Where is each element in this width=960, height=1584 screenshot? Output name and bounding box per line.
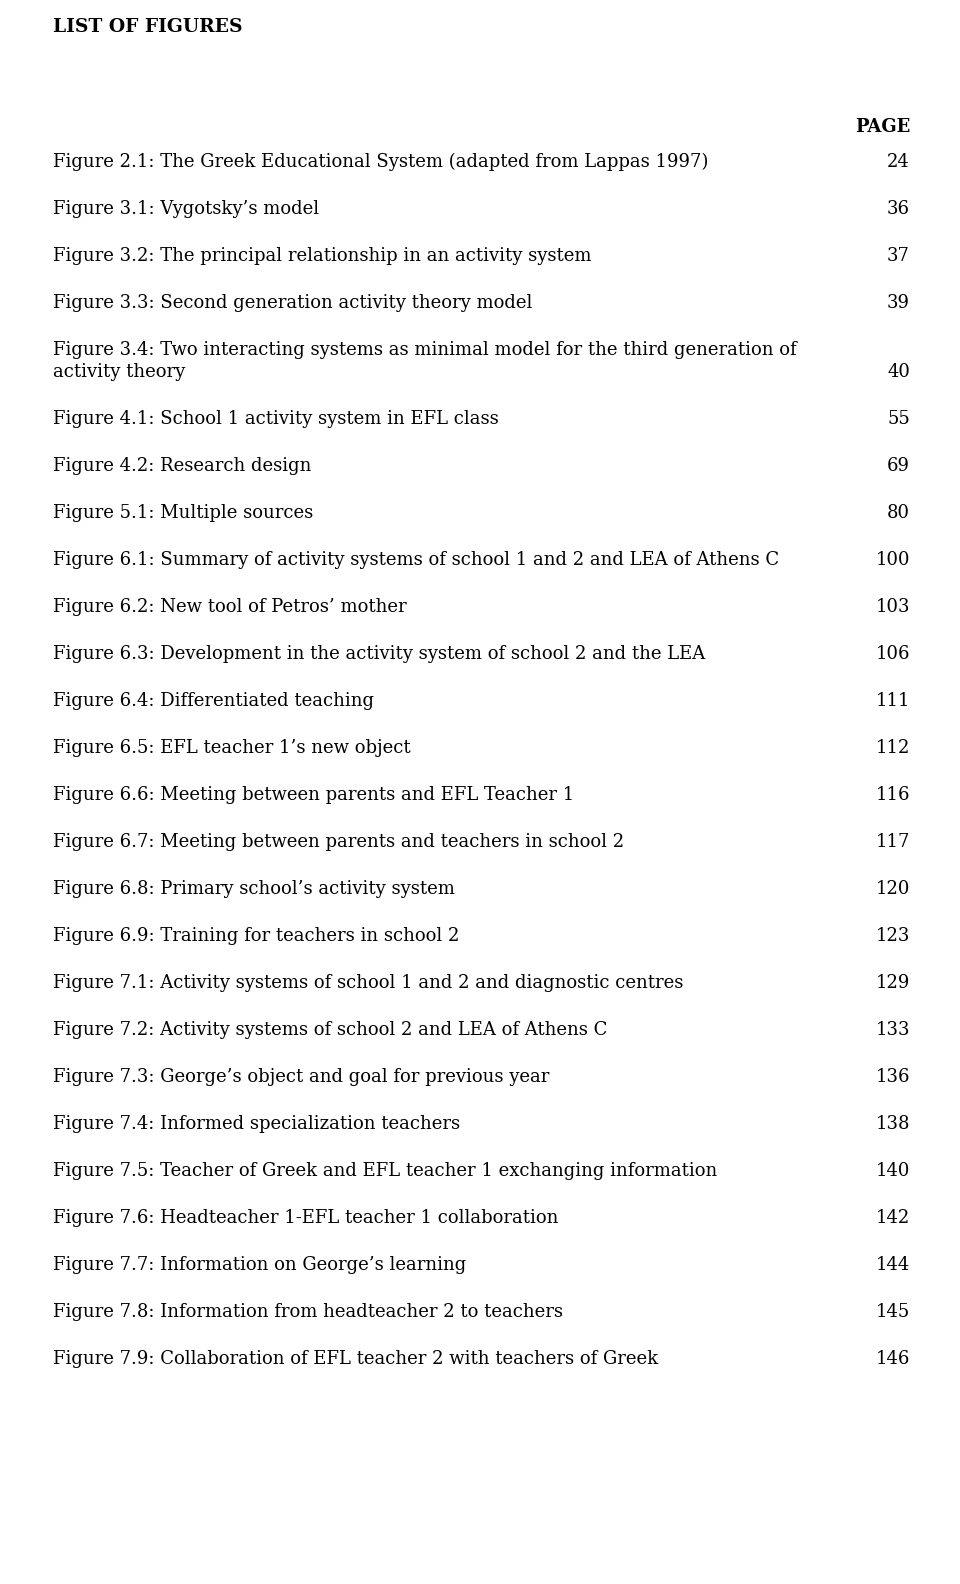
Text: 146: 146: [876, 1350, 910, 1369]
Text: 103: 103: [876, 599, 910, 616]
Text: Figure 7.4: Informed specialization teachers: Figure 7.4: Informed specialization teac…: [53, 1115, 460, 1133]
Text: 133: 133: [876, 1022, 910, 1039]
Text: Figure 6.2: New tool of Petros’ mother: Figure 6.2: New tool of Petros’ mother: [53, 599, 407, 616]
Text: Figure 7.1: Activity systems of school 1 and 2 and diagnostic centres: Figure 7.1: Activity systems of school 1…: [53, 974, 684, 992]
Text: Figure 6.5: EFL teacher 1’s new object: Figure 6.5: EFL teacher 1’s new object: [53, 740, 411, 757]
Text: Figure 6.3: Development in the activity system of school 2 and the LEA: Figure 6.3: Development in the activity …: [53, 645, 706, 664]
Text: Figure 6.4: Differentiated teaching: Figure 6.4: Differentiated teaching: [53, 692, 374, 710]
Text: Figure 7.6: Headteacher 1-EFL teacher 1 collaboration: Figure 7.6: Headteacher 1-EFL teacher 1 …: [53, 1209, 559, 1228]
Text: 80: 80: [887, 504, 910, 523]
Text: 69: 69: [887, 458, 910, 475]
Text: PAGE: PAGE: [854, 117, 910, 136]
Text: Figure 7.3: George’s object and goal for previous year: Figure 7.3: George’s object and goal for…: [53, 1068, 549, 1087]
Text: Figure 5.1: Multiple sources: Figure 5.1: Multiple sources: [53, 504, 313, 523]
Text: 120: 120: [876, 881, 910, 898]
Text: 123: 123: [876, 927, 910, 946]
Text: 39: 39: [887, 295, 910, 312]
Text: 40: 40: [887, 363, 910, 382]
Text: Figure 6.6: Meeting between parents and EFL Teacher 1: Figure 6.6: Meeting between parents and …: [53, 786, 574, 805]
Text: 116: 116: [876, 786, 910, 805]
Text: activity theory: activity theory: [53, 363, 185, 382]
Text: Figure 7.2: Activity systems of school 2 and LEA of Athens C: Figure 7.2: Activity systems of school 2…: [53, 1022, 608, 1039]
Text: Figure 6.1: Summary of activity systems of school 1 and 2 and LEA of Athens C: Figure 6.1: Summary of activity systems …: [53, 551, 780, 569]
Text: Figure 3.1: Vygotsky’s model: Figure 3.1: Vygotsky’s model: [53, 200, 319, 219]
Text: Figure 4.1: School 1 activity system in EFL class: Figure 4.1: School 1 activity system in …: [53, 410, 499, 428]
Text: 142: 142: [876, 1209, 910, 1228]
Text: 37: 37: [887, 247, 910, 265]
Text: 24: 24: [887, 154, 910, 171]
Text: 138: 138: [876, 1115, 910, 1133]
Text: 55: 55: [887, 410, 910, 428]
Text: 117: 117: [876, 833, 910, 851]
Text: 100: 100: [876, 551, 910, 569]
Text: 112: 112: [876, 740, 910, 757]
Text: 140: 140: [876, 1163, 910, 1180]
Text: LIST OF FIGURES: LIST OF FIGURES: [53, 17, 243, 36]
Text: Figure 7.8: Information from headteacher 2 to teachers: Figure 7.8: Information from headteacher…: [53, 1304, 563, 1321]
Text: 145: 145: [876, 1304, 910, 1321]
Text: Figure 7.5: Teacher of Greek and EFL teacher 1 exchanging information: Figure 7.5: Teacher of Greek and EFL tea…: [53, 1163, 717, 1180]
Text: Figure 2.1: The Greek Educational System (adapted from Lappas 1997): Figure 2.1: The Greek Educational System…: [53, 154, 708, 171]
Text: Figure 3.4: Two interacting systems as minimal model for the third generation of: Figure 3.4: Two interacting systems as m…: [53, 341, 797, 360]
Text: Figure 3.3: Second generation activity theory model: Figure 3.3: Second generation activity t…: [53, 295, 533, 312]
Text: Figure 4.2: Research design: Figure 4.2: Research design: [53, 458, 311, 475]
Text: 111: 111: [876, 692, 910, 710]
Text: 144: 144: [876, 1256, 910, 1274]
Text: 106: 106: [876, 645, 910, 664]
Text: 136: 136: [876, 1068, 910, 1087]
Text: 36: 36: [887, 200, 910, 219]
Text: Figure 3.2: The principal relationship in an activity system: Figure 3.2: The principal relationship i…: [53, 247, 591, 265]
Text: Figure 7.7: Information on George’s learning: Figure 7.7: Information on George’s lear…: [53, 1256, 467, 1274]
Text: Figure 6.8: Primary school’s activity system: Figure 6.8: Primary school’s activity sy…: [53, 881, 455, 898]
Text: Figure 7.9: Collaboration of EFL teacher 2 with teachers of Greek: Figure 7.9: Collaboration of EFL teacher…: [53, 1350, 659, 1369]
Text: 129: 129: [876, 974, 910, 992]
Text: Figure 6.9: Training for teachers in school 2: Figure 6.9: Training for teachers in sch…: [53, 927, 460, 946]
Text: Figure 6.7: Meeting between parents and teachers in school 2: Figure 6.7: Meeting between parents and …: [53, 833, 624, 851]
